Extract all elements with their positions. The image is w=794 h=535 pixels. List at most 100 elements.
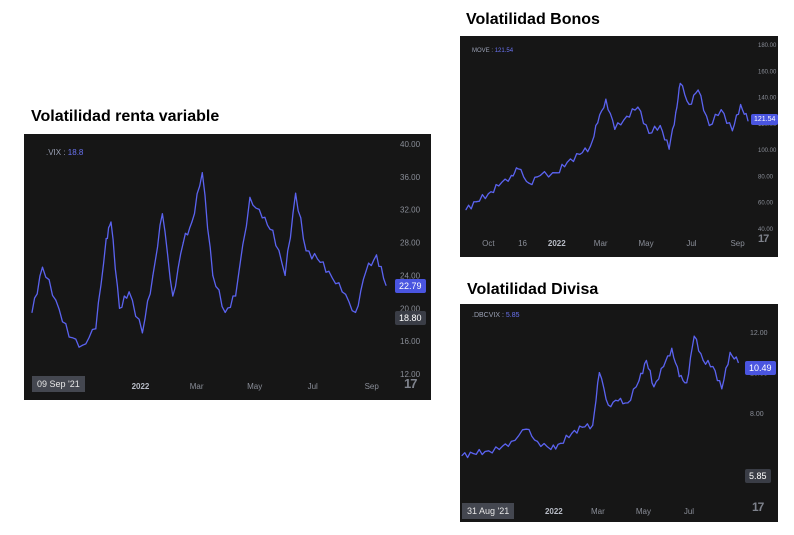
x-tick-label: Sep [730, 239, 745, 248]
data-point [539, 174, 542, 177]
ticker-value: 121.54 [494, 48, 514, 54]
last-price-tag: 121.54 [751, 114, 778, 125]
x-tick-label: May [247, 382, 262, 391]
data-point [328, 270, 330, 272]
secondary-price-tag: 5.85 [745, 469, 771, 483]
last-price-tag: 10.49 [745, 361, 776, 375]
y-tick-label: 140.00 [758, 96, 777, 102]
ticker-legend: MOVE : 121.54 [472, 48, 514, 54]
data-point [341, 291, 343, 293]
y-tick-label: 40.00 [400, 140, 421, 149]
date-tag: 09 Sep '21 [32, 376, 85, 392]
data-point [525, 428, 527, 430]
tradingview-logo: 17 [404, 376, 418, 391]
data-point [465, 209, 467, 211]
data-point [354, 311, 357, 313]
data-point [747, 120, 749, 122]
x-tick-label: 2022 [548, 239, 566, 248]
data-point [224, 311, 226, 313]
y-tick-label: 28.00 [400, 239, 421, 248]
data-point [235, 295, 237, 297]
data-point [592, 424, 594, 426]
data-point [712, 365, 714, 368]
data-point [385, 284, 387, 286]
data-point [105, 237, 107, 240]
data-point [668, 148, 670, 150]
data-point [589, 145, 591, 148]
data-point [472, 452, 474, 455]
data-point [566, 161, 568, 163]
data-point [605, 98, 607, 100]
data-point [55, 299, 57, 301]
data-point [737, 361, 739, 364]
chart-svg-bonds: 180.00160.00140.00120.00100.0080.0060.00… [465, 43, 777, 248]
x-tick-label: Jul [684, 507, 694, 516]
data-point [638, 380, 640, 382]
data-point [110, 221, 112, 223]
ticker-symbol: MOVE [472, 48, 490, 54]
data-point [128, 291, 130, 293]
y-tick-label: 24.00 [400, 271, 421, 280]
y-tick-label: 20.00 [400, 304, 421, 313]
data-point [161, 213, 163, 215]
y-tick-label: 80.00 [758, 174, 774, 180]
data-point [614, 128, 616, 131]
data-point [498, 185, 500, 187]
ticker-symbol: .DBCVIX [472, 312, 501, 319]
data-point [365, 270, 367, 272]
data-point [702, 359, 704, 362]
chart-panel-bonds: 180.00160.00140.00120.00100.0080.0060.00… [460, 36, 778, 257]
data-point [739, 103, 742, 106]
data-point [678, 376, 680, 378]
data-point [305, 250, 307, 252]
data-point [729, 351, 731, 353]
data-point [517, 168, 519, 170]
y-tick-label: 60.00 [758, 201, 774, 207]
tradingview-logo: 17 [752, 500, 764, 514]
data-point [697, 89, 699, 91]
data-point [675, 111, 677, 113]
secondary-price-tag: 18.80 [395, 311, 426, 325]
data-point [375, 254, 378, 256]
x-tick-label: May [639, 239, 654, 248]
y-tick-label: 8.00 [750, 411, 764, 418]
data-point [172, 295, 174, 297]
x-tick-label: 16 [518, 239, 527, 248]
data-point [152, 274, 154, 277]
data-point [81, 344, 84, 346]
ticker-legend: .VIX : 18.8 [46, 148, 84, 157]
data-point [659, 124, 661, 127]
heading-fx: Volatilidad Divisa [467, 281, 599, 298]
data-point [212, 274, 214, 277]
data-point [571, 432, 573, 434]
ticker-value: 18.8 [67, 148, 84, 157]
data-point [688, 103, 690, 106]
data-point [510, 174, 512, 177]
data-point [720, 109, 722, 111]
x-tick-label: Jul [686, 239, 696, 248]
data-point [679, 82, 681, 85]
data-point [487, 193, 489, 195]
data-point [731, 130, 733, 132]
x-tick-label: May [636, 507, 651, 516]
y-tick-label: 40.00 [758, 227, 774, 233]
y-tick-label: 12.00 [750, 330, 768, 337]
y-tick-label: 32.00 [400, 206, 421, 215]
data-point [31, 311, 33, 313]
data-point [475, 201, 478, 203]
series-line [461, 335, 739, 459]
x-tick-label: Oct [482, 239, 495, 248]
data-point [648, 132, 650, 134]
series-line [31, 172, 387, 348]
data-point [316, 258, 319, 260]
data-point [272, 229, 274, 231]
data-point [550, 448, 552, 451]
data-point [559, 442, 562, 445]
x-tick-label: Mar [190, 382, 204, 391]
data-point [653, 386, 655, 388]
data-point [721, 388, 723, 390]
x-tick-label: Jul [308, 382, 318, 391]
ticker-legend: .DBCVIX : 5.85 [472, 312, 520, 319]
data-point [191, 221, 193, 223]
y-tick-label: 36.00 [400, 173, 421, 182]
